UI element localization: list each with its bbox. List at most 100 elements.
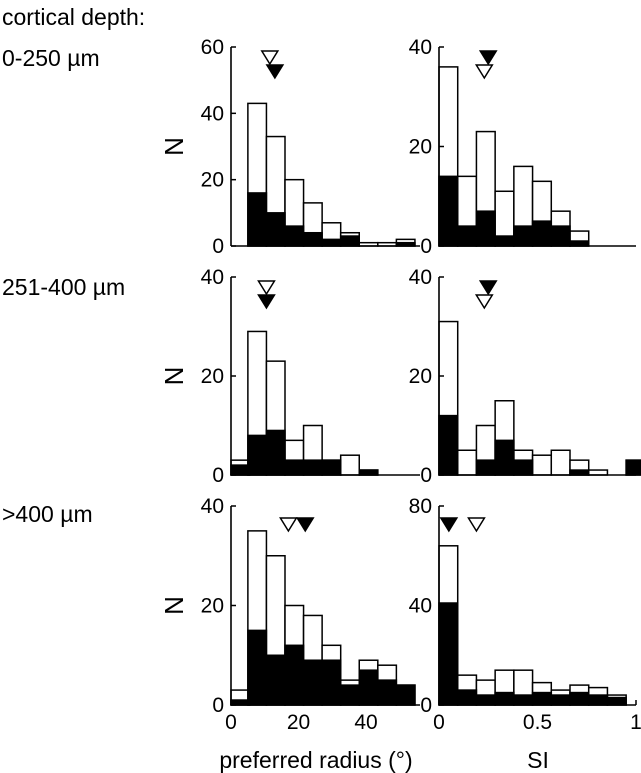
y-tick-label: 40 (409, 595, 432, 618)
y-tick-label: 20 (201, 169, 224, 192)
y-tick-label: 0 (212, 694, 224, 717)
bar-filled (587, 694, 609, 706)
y-tick-label: 0 (212, 464, 224, 487)
bar-filled (265, 654, 286, 706)
y-tick-label: 20 (201, 365, 224, 388)
x-tick-label: 1 (630, 711, 641, 734)
y-axis-label: N (159, 367, 189, 386)
x-tick-label: 0 (433, 711, 445, 734)
bar-open (531, 454, 553, 476)
x-axis-label-radius: preferred radius (°) (219, 747, 412, 773)
bar-filled (456, 225, 478, 247)
row-label-251-400: 251-400 µm (2, 274, 126, 300)
cortical-depth-header: cortical depth: (2, 4, 146, 30)
y-tick-label: 20 (201, 595, 224, 618)
panel-2: 0 20 40 (409, 36, 636, 258)
bar-filled (438, 414, 459, 476)
bar-filled (302, 231, 323, 247)
y-axis-label: N (159, 137, 189, 156)
bar-open (456, 449, 478, 476)
bar-filled (284, 225, 305, 247)
bar-filled (284, 459, 305, 476)
marker-open-triangle (257, 280, 276, 296)
bar-filled (265, 212, 286, 247)
bar-filled (625, 459, 641, 476)
marker-filled-triangle (257, 294, 276, 310)
y-tick-label: 0 (212, 235, 224, 258)
y-tick-label: 0 (420, 694, 432, 717)
x-axis-label-si: SI (527, 747, 549, 773)
y-tick-label: 40 (409, 266, 432, 289)
bar-filled (339, 684, 360, 706)
bar-filled (531, 691, 553, 706)
bar-filled (358, 669, 379, 706)
bar-filled (247, 192, 268, 247)
marker-open-triangle (279, 517, 298, 533)
marker-filled-triangle (478, 50, 498, 66)
y-tick-label: 0 (420, 235, 432, 258)
panel-3: 0 20 40 N (159, 266, 420, 487)
panel-5: 0 20 40 0 20 40 N (159, 495, 420, 734)
bar-filled (531, 220, 553, 247)
bar-filled (247, 434, 268, 476)
panel-4: 0 20 40 (409, 266, 641, 487)
bar-filled (550, 225, 571, 247)
y-tick-label: 40 (201, 102, 224, 125)
y-tick-label: 0 (420, 464, 432, 487)
bar-filled (550, 694, 571, 706)
y-tick-label: 40 (409, 36, 432, 59)
bar-filled (606, 696, 627, 706)
bar-open (339, 454, 360, 476)
bar-filled (265, 429, 286, 476)
bar-filled (475, 210, 496, 247)
panel-1: 0 20 40 60 N (159, 36, 420, 258)
marker-open-triangle (467, 517, 486, 533)
x-tick-label: 20 (287, 711, 310, 734)
bar-filled (569, 691, 590, 706)
marker-filled-triangle (478, 280, 498, 296)
y-tick-label: 60 (201, 36, 224, 59)
bar-filled (321, 459, 342, 476)
bar-filled (438, 175, 459, 247)
marker-filled-triangle (265, 64, 285, 80)
bar-filled (513, 459, 534, 476)
row-label-over-400: >400 µm (2, 501, 93, 527)
bar-filled (377, 679, 398, 706)
marker-open-triangle (260, 50, 280, 66)
bar-filled (438, 602, 459, 706)
bar-filled (284, 644, 305, 706)
row-label-0-250: 0-250 µm (2, 45, 100, 71)
bar-filled (321, 659, 342, 706)
bar-filled (513, 225, 534, 247)
panel-6: 0 40 80 0 0.5 1 (409, 495, 641, 734)
bar-filled (494, 439, 515, 476)
bar-filled (494, 691, 515, 706)
y-tick-label: 20 (409, 365, 432, 388)
y-tick-label: 40 (201, 266, 224, 289)
bar-filled (339, 235, 360, 247)
bar-filled (321, 238, 342, 247)
bar-filled (247, 629, 268, 706)
x-tick-label: 0 (225, 711, 237, 734)
x-tick-label: 0.5 (523, 711, 552, 734)
bar-filled (475, 459, 496, 476)
bar-filled (494, 235, 515, 247)
y-tick-label: 20 (409, 136, 432, 159)
bar-filled (395, 684, 416, 706)
marker-open-triangle (474, 64, 494, 80)
y-axis-label: N (159, 596, 189, 615)
bar-filled (302, 459, 323, 476)
bar-filled (475, 694, 496, 706)
x-tick-label: 40 (354, 711, 377, 734)
bar-filled (513, 694, 534, 706)
marker-filled-triangle (439, 517, 459, 533)
y-tick-label: 40 (201, 495, 224, 518)
bar-filled (456, 689, 478, 706)
marker-filled-triangle (295, 517, 315, 533)
marker-open-triangle (474, 294, 494, 310)
bar-filled (302, 659, 323, 706)
bar-filled (230, 464, 251, 476)
y-tick-label: 80 (409, 495, 432, 518)
bar-open (550, 449, 571, 476)
